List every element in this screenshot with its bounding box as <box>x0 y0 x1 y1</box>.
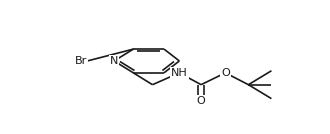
Text: O: O <box>197 96 206 106</box>
Text: NH: NH <box>171 68 188 78</box>
Text: N: N <box>110 56 118 66</box>
Text: Br: Br <box>75 56 87 66</box>
Text: O: O <box>221 68 230 78</box>
